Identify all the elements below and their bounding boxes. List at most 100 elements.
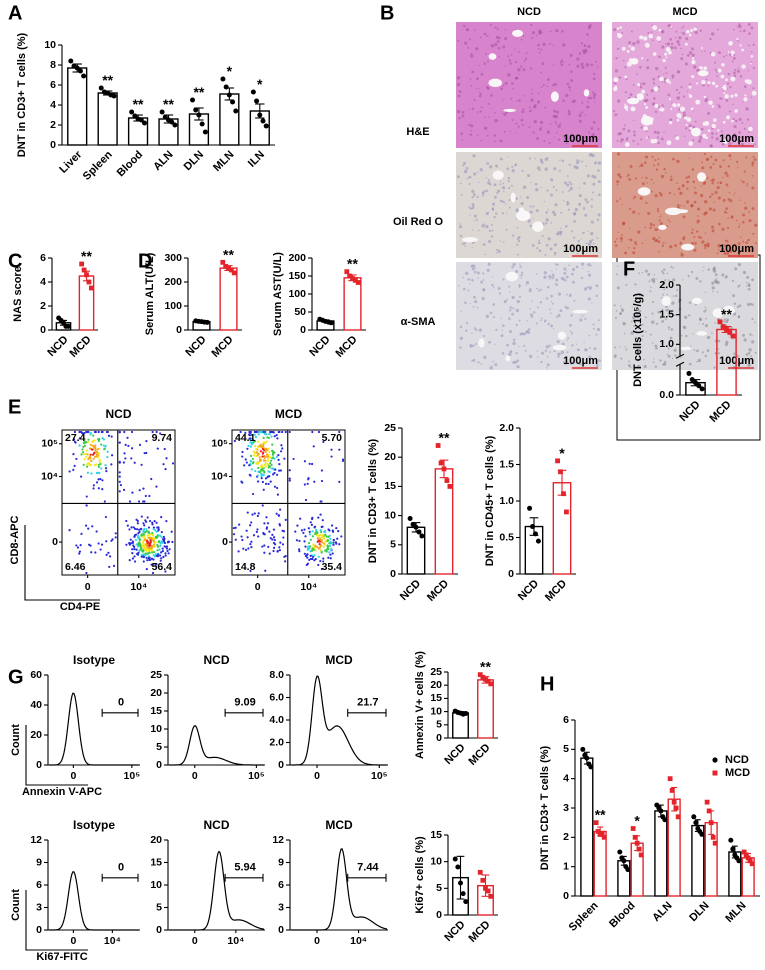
- texture-dot: [511, 54, 513, 56]
- texture-dot: [529, 355, 532, 358]
- texture-dot: [461, 194, 463, 196]
- texture-dot: [687, 90, 688, 91]
- event-dot: [331, 524, 333, 526]
- texture-dot: [741, 180, 743, 182]
- event-dot: [146, 548, 148, 550]
- texture-dot: [675, 37, 677, 39]
- texture-dot: [541, 352, 544, 355]
- texture-dot: [501, 329, 502, 330]
- texture-dot: [738, 226, 740, 228]
- texture-dot: [652, 78, 655, 81]
- texture-dot: [695, 277, 698, 280]
- event-dot: [163, 536, 165, 538]
- texture-dot: [518, 126, 520, 128]
- texture-dot: [489, 230, 491, 232]
- texture-dot: [707, 112, 710, 115]
- y-axis-title: DNT in CD3+ T cells (%): [367, 438, 379, 563]
- texture-dot: [598, 319, 600, 321]
- event-dot: [261, 455, 263, 457]
- texture-dot: [630, 239, 633, 242]
- texture-dot: [691, 232, 693, 234]
- texture-dot: [645, 156, 648, 159]
- texture-dot: [457, 83, 460, 86]
- event-dot: [113, 565, 115, 567]
- texture-dot: [687, 176, 690, 179]
- texture-dot: [494, 363, 497, 366]
- data-point: [639, 853, 644, 858]
- texture-dot: [545, 350, 547, 352]
- texture-dot: [542, 62, 545, 65]
- texture-dot: [498, 56, 500, 58]
- lipid-droplet: [691, 108, 694, 111]
- y-tick-label: 10: [150, 879, 162, 891]
- x-tick-label: NCD: [442, 742, 467, 767]
- event-dot: [91, 448, 93, 450]
- event-dot: [269, 466, 271, 468]
- texture-dot: [734, 54, 736, 56]
- texture-dot: [581, 160, 583, 162]
- texture-dot: [549, 345, 551, 347]
- event-dot: [83, 453, 85, 455]
- event-dot: [85, 572, 87, 574]
- event-dot: [262, 481, 264, 483]
- texture-dot: [718, 197, 721, 200]
- texture-dot: [492, 209, 494, 211]
- texture-dot: [708, 268, 710, 270]
- gate: [348, 709, 386, 717]
- texture-dot: [553, 167, 556, 170]
- texture-dot: [678, 204, 680, 206]
- texture-dot: [642, 177, 643, 178]
- texture-dot: [597, 237, 599, 239]
- texture-dot: [467, 289, 469, 291]
- texture-dot: [559, 123, 561, 125]
- texture-dot: [660, 216, 662, 218]
- event-dot: [262, 448, 264, 450]
- texture-dot: [683, 111, 686, 114]
- event-dot: [161, 531, 163, 533]
- texture-dot: [540, 301, 542, 303]
- texture-dot: [462, 111, 465, 114]
- y-tick-label: 0: [222, 536, 228, 548]
- lipid-droplet: [691, 60, 695, 64]
- texture-dot: [560, 228, 561, 229]
- event-dot: [338, 449, 340, 451]
- significance: **: [163, 96, 174, 112]
- event-dot: [309, 533, 311, 535]
- y-tick-label: 5: [156, 901, 162, 913]
- gate-label: 21.7: [357, 697, 378, 709]
- texture-dot: [628, 239, 629, 240]
- event-dot: [107, 451, 109, 453]
- texture-dot: [588, 27, 590, 29]
- texture-dot: [668, 355, 671, 358]
- data-point: [227, 93, 232, 98]
- event-dot: [298, 540, 300, 542]
- texture-dot: [705, 292, 706, 293]
- event-dot: [257, 535, 259, 537]
- texture-dot: [644, 365, 647, 368]
- event-dot: [298, 550, 300, 552]
- texture-dot: [754, 143, 756, 145]
- vessel: [674, 209, 688, 213]
- texture-dot: [737, 285, 739, 287]
- texture-dot: [523, 68, 526, 71]
- texture-dot: [644, 227, 646, 229]
- texture-dot: [543, 84, 545, 86]
- event-dot: [152, 534, 154, 536]
- event-dot: [105, 540, 107, 542]
- texture-dot: [495, 213, 497, 215]
- lipid-droplet: [724, 94, 729, 99]
- texture-dot: [515, 132, 516, 133]
- y-tick-label: 0: [52, 536, 58, 548]
- y-axis-title: DNT in CD45+ T cells (%): [484, 435, 496, 566]
- event-dot: [89, 464, 91, 466]
- event-dot: [270, 481, 272, 483]
- event-dot: [107, 431, 109, 433]
- texture-dot: [587, 263, 590, 266]
- y-tick-label: 20: [430, 679, 442, 691]
- texture-dot: [751, 51, 752, 52]
- texture-dot: [478, 88, 479, 89]
- texture-dot: [721, 228, 724, 231]
- texture-dot: [573, 237, 575, 239]
- lipid-droplet: [723, 85, 726, 88]
- texture-dot: [645, 202, 647, 204]
